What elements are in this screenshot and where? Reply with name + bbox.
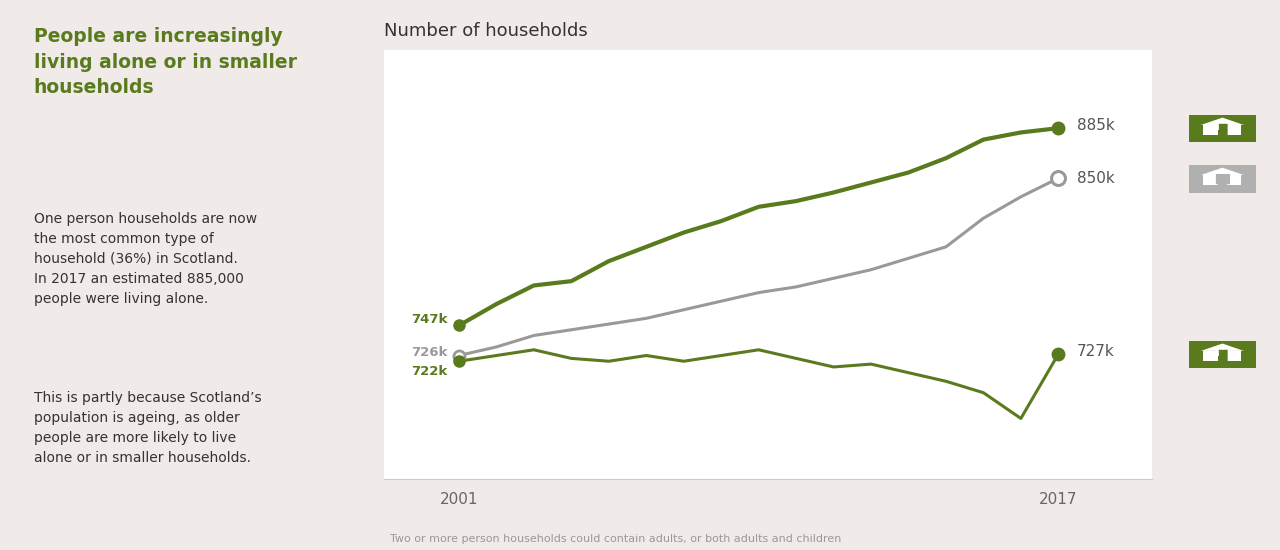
Text: 727k: 727k: [1076, 344, 1115, 359]
Text: This is partly because Scotland’s
population is ageing, as older
people are more: This is partly because Scotland’s popula…: [33, 391, 261, 465]
Text: 850k: 850k: [1076, 170, 1115, 186]
Text: 722k: 722k: [411, 365, 448, 378]
Text: Number of households: Number of households: [384, 21, 588, 40]
Text: █: █: [1219, 124, 1226, 135]
Text: 726k: 726k: [411, 346, 448, 359]
Text: People are increasingly
living alone or in smaller
households: People are increasingly living alone or …: [33, 27, 297, 97]
Text: Two or more person households could contain adults, or both adults and children: Two or more person households could cont…: [390, 535, 842, 544]
Text: █: █: [1219, 350, 1226, 361]
Text: ██: ██: [1215, 174, 1230, 184]
Text: 747k: 747k: [411, 314, 448, 326]
Text: 885k: 885k: [1076, 118, 1115, 133]
Text: One person households are now
the most common type of
household (36%) in Scotlan: One person households are now the most c…: [33, 212, 257, 306]
